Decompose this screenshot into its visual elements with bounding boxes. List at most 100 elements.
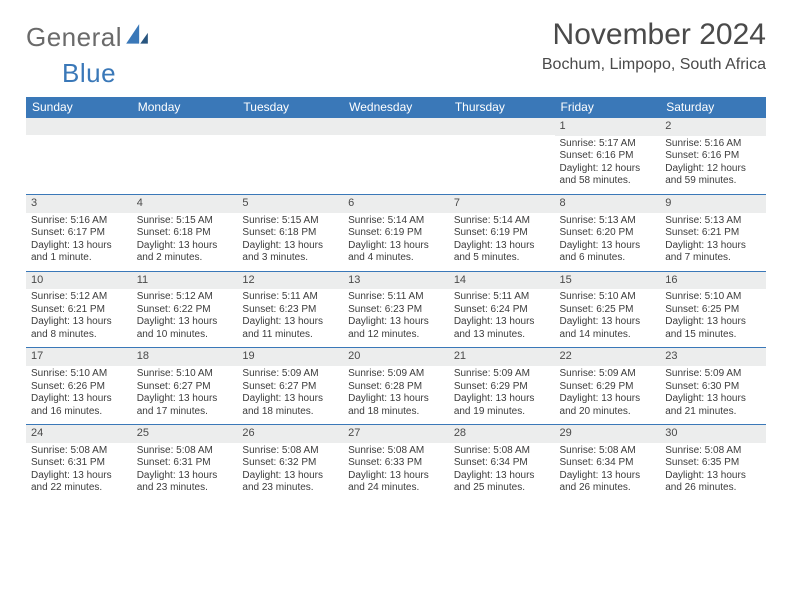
day-number: 15 xyxy=(555,272,661,290)
calendar-day-cell: 24Sunrise: 5:08 AMSunset: 6:31 PMDayligh… xyxy=(26,425,132,501)
day-body: Sunrise: 5:08 AMSunset: 6:32 PMDaylight:… xyxy=(237,443,343,501)
calendar-day-cell: 10Sunrise: 5:12 AMSunset: 6:21 PMDayligh… xyxy=(26,271,132,348)
day-number: 5 xyxy=(237,195,343,213)
calendar-day-cell: 19Sunrise: 5:09 AMSunset: 6:27 PMDayligh… xyxy=(237,348,343,425)
day-number xyxy=(449,118,555,135)
day-number: 16 xyxy=(660,272,766,290)
weekday-header: Saturday xyxy=(660,97,766,118)
calendar-header-row: SundayMondayTuesdayWednesdayThursdayFrid… xyxy=(26,97,766,118)
day-number: 25 xyxy=(132,425,238,443)
day-number xyxy=(237,118,343,135)
day-number: 17 xyxy=(26,348,132,366)
day-body: Sunrise: 5:11 AMSunset: 6:23 PMDaylight:… xyxy=(237,289,343,347)
day-body: Sunrise: 5:09 AMSunset: 6:27 PMDaylight:… xyxy=(237,366,343,424)
day-body: Sunrise: 5:14 AMSunset: 6:19 PMDaylight:… xyxy=(449,213,555,271)
day-number: 13 xyxy=(343,272,449,290)
calendar-day-cell: 25Sunrise: 5:08 AMSunset: 6:31 PMDayligh… xyxy=(132,425,238,501)
day-number: 8 xyxy=(555,195,661,213)
day-body xyxy=(449,135,555,193)
calendar-week-row: 3Sunrise: 5:16 AMSunset: 6:17 PMDaylight… xyxy=(26,194,766,271)
calendar-day-cell: 13Sunrise: 5:11 AMSunset: 6:23 PMDayligh… xyxy=(343,271,449,348)
weekday-header: Sunday xyxy=(26,97,132,118)
calendar-day-cell: 21Sunrise: 5:09 AMSunset: 6:29 PMDayligh… xyxy=(449,348,555,425)
calendar-day-cell: 4Sunrise: 5:15 AMSunset: 6:18 PMDaylight… xyxy=(132,194,238,271)
day-number: 14 xyxy=(449,272,555,290)
calendar-day-cell xyxy=(449,118,555,195)
day-body: Sunrise: 5:10 AMSunset: 6:25 PMDaylight:… xyxy=(660,289,766,347)
day-body: Sunrise: 5:16 AMSunset: 6:17 PMDaylight:… xyxy=(26,213,132,271)
weekday-header: Monday xyxy=(132,97,238,118)
calendar-table: SundayMondayTuesdayWednesdayThursdayFrid… xyxy=(26,97,766,501)
day-number: 19 xyxy=(237,348,343,366)
day-body: Sunrise: 5:11 AMSunset: 6:24 PMDaylight:… xyxy=(449,289,555,347)
day-number xyxy=(343,118,449,135)
day-number: 9 xyxy=(660,195,766,213)
calendar-day-cell: 5Sunrise: 5:15 AMSunset: 6:18 PMDaylight… xyxy=(237,194,343,271)
calendar-day-cell: 27Sunrise: 5:08 AMSunset: 6:33 PMDayligh… xyxy=(343,425,449,501)
calendar-day-cell: 12Sunrise: 5:11 AMSunset: 6:23 PMDayligh… xyxy=(237,271,343,348)
weekday-header: Tuesday xyxy=(237,97,343,118)
calendar-day-cell: 1Sunrise: 5:17 AMSunset: 6:16 PMDaylight… xyxy=(555,118,661,195)
day-body: Sunrise: 5:08 AMSunset: 6:31 PMDaylight:… xyxy=(26,443,132,501)
weekday-header: Thursday xyxy=(449,97,555,118)
calendar-week-row: 24Sunrise: 5:08 AMSunset: 6:31 PMDayligh… xyxy=(26,425,766,501)
day-body: Sunrise: 5:09 AMSunset: 6:29 PMDaylight:… xyxy=(449,366,555,424)
day-number: 30 xyxy=(660,425,766,443)
day-body: Sunrise: 5:09 AMSunset: 6:29 PMDaylight:… xyxy=(555,366,661,424)
day-body xyxy=(343,135,449,193)
calendar-day-cell: 9Sunrise: 5:13 AMSunset: 6:21 PMDaylight… xyxy=(660,194,766,271)
day-number: 20 xyxy=(343,348,449,366)
calendar-day-cell: 11Sunrise: 5:12 AMSunset: 6:22 PMDayligh… xyxy=(132,271,238,348)
day-body: Sunrise: 5:11 AMSunset: 6:23 PMDaylight:… xyxy=(343,289,449,347)
day-body xyxy=(26,135,132,193)
day-number: 28 xyxy=(449,425,555,443)
day-body xyxy=(132,135,238,193)
day-number: 26 xyxy=(237,425,343,443)
day-number: 11 xyxy=(132,272,238,290)
day-number: 10 xyxy=(26,272,132,290)
calendar-day-cell xyxy=(26,118,132,195)
calendar-day-cell: 8Sunrise: 5:13 AMSunset: 6:20 PMDaylight… xyxy=(555,194,661,271)
day-number: 2 xyxy=(660,118,766,136)
day-number: 1 xyxy=(555,118,661,136)
calendar-week-row: 10Sunrise: 5:12 AMSunset: 6:21 PMDayligh… xyxy=(26,271,766,348)
day-number: 12 xyxy=(237,272,343,290)
day-body: Sunrise: 5:09 AMSunset: 6:28 PMDaylight:… xyxy=(343,366,449,424)
calendar-day-cell xyxy=(237,118,343,195)
day-body: Sunrise: 5:13 AMSunset: 6:20 PMDaylight:… xyxy=(555,213,661,271)
calendar-day-cell: 15Sunrise: 5:10 AMSunset: 6:25 PMDayligh… xyxy=(555,271,661,348)
day-number: 18 xyxy=(132,348,238,366)
day-body: Sunrise: 5:15 AMSunset: 6:18 PMDaylight:… xyxy=(237,213,343,271)
day-body xyxy=(237,135,343,193)
day-body: Sunrise: 5:08 AMSunset: 6:31 PMDaylight:… xyxy=(132,443,238,501)
calendar-week-row: 1Sunrise: 5:17 AMSunset: 6:16 PMDaylight… xyxy=(26,118,766,195)
logo-word2: Blue xyxy=(26,58,116,88)
calendar-day-cell: 16Sunrise: 5:10 AMSunset: 6:25 PMDayligh… xyxy=(660,271,766,348)
day-number: 6 xyxy=(343,195,449,213)
calendar-week-row: 17Sunrise: 5:10 AMSunset: 6:26 PMDayligh… xyxy=(26,348,766,425)
day-number xyxy=(132,118,238,135)
day-body: Sunrise: 5:08 AMSunset: 6:34 PMDaylight:… xyxy=(555,443,661,501)
day-body: Sunrise: 5:12 AMSunset: 6:21 PMDaylight:… xyxy=(26,289,132,347)
calendar-day-cell: 7Sunrise: 5:14 AMSunset: 6:19 PMDaylight… xyxy=(449,194,555,271)
calendar-day-cell: 14Sunrise: 5:11 AMSunset: 6:24 PMDayligh… xyxy=(449,271,555,348)
calendar-day-cell: 26Sunrise: 5:08 AMSunset: 6:32 PMDayligh… xyxy=(237,425,343,501)
day-body: Sunrise: 5:08 AMSunset: 6:33 PMDaylight:… xyxy=(343,443,449,501)
day-body: Sunrise: 5:08 AMSunset: 6:35 PMDaylight:… xyxy=(660,443,766,501)
day-number: 7 xyxy=(449,195,555,213)
day-number: 22 xyxy=(555,348,661,366)
day-body: Sunrise: 5:14 AMSunset: 6:19 PMDaylight:… xyxy=(343,213,449,271)
day-body: Sunrise: 5:10 AMSunset: 6:27 PMDaylight:… xyxy=(132,366,238,424)
day-body: Sunrise: 5:13 AMSunset: 6:21 PMDaylight:… xyxy=(660,213,766,271)
calendar-day-cell: 2Sunrise: 5:16 AMSunset: 6:16 PMDaylight… xyxy=(660,118,766,195)
calendar-day-cell: 20Sunrise: 5:09 AMSunset: 6:28 PMDayligh… xyxy=(343,348,449,425)
weekday-header: Friday xyxy=(555,97,661,118)
day-number: 29 xyxy=(555,425,661,443)
weekday-header: Wednesday xyxy=(343,97,449,118)
day-body: Sunrise: 5:08 AMSunset: 6:34 PMDaylight:… xyxy=(449,443,555,501)
day-number: 4 xyxy=(132,195,238,213)
calendar-day-cell: 22Sunrise: 5:09 AMSunset: 6:29 PMDayligh… xyxy=(555,348,661,425)
calendar-day-cell: 17Sunrise: 5:10 AMSunset: 6:26 PMDayligh… xyxy=(26,348,132,425)
day-body: Sunrise: 5:16 AMSunset: 6:16 PMDaylight:… xyxy=(660,136,766,194)
calendar-day-cell: 29Sunrise: 5:08 AMSunset: 6:34 PMDayligh… xyxy=(555,425,661,501)
